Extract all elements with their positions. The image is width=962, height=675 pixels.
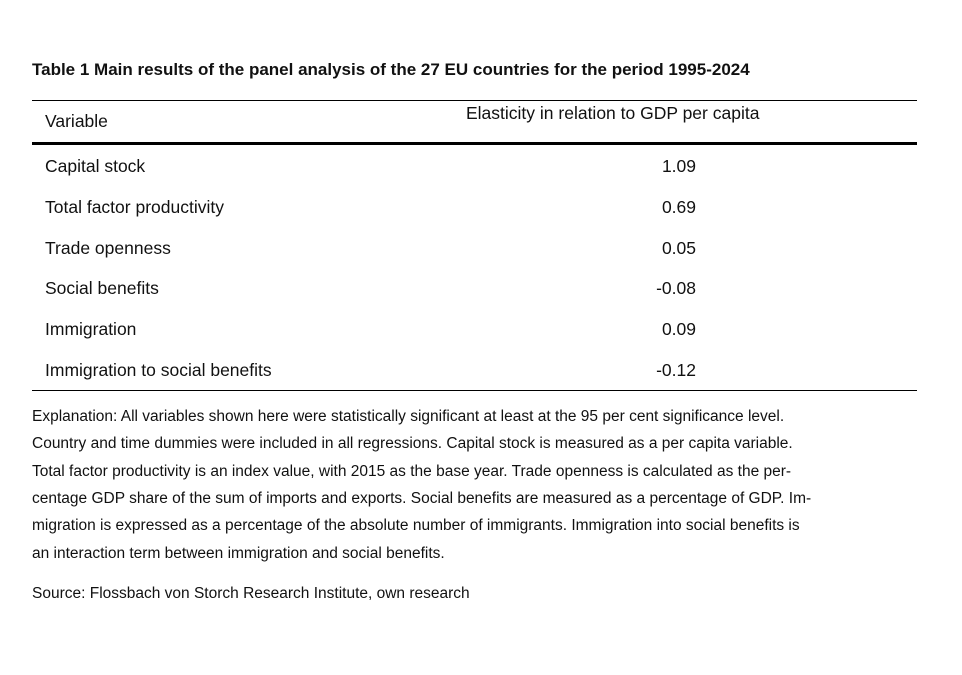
bottom-rule bbox=[32, 390, 917, 391]
elasticity-cell: 0.09 bbox=[661, 319, 696, 340]
elasticity-cell: -0.12 bbox=[656, 360, 696, 380]
elasticity-cell: -0.08 bbox=[656, 278, 696, 299]
elasticity-cell: 0.69 bbox=[661, 196, 696, 217]
elasticity-cell: 0.05 bbox=[661, 237, 696, 258]
table-title: Table 1 Main results of the panel analys… bbox=[32, 60, 750, 79]
explanation-line: migration is expressed as a percentage o… bbox=[32, 517, 800, 535]
explanation-line: centage GDP share of the sum of imports … bbox=[32, 489, 812, 507]
explanation-line: Country and time dummies were included i… bbox=[32, 435, 793, 453]
source-note: Source: Flossbach von Storch Research In… bbox=[32, 585, 470, 602]
explanation-line: Total factor productivity is an index va… bbox=[32, 462, 792, 480]
top-rule bbox=[32, 100, 917, 101]
variable-cell: Immigration to social benefits bbox=[45, 360, 272, 380]
header-cell: Variable bbox=[45, 111, 108, 131]
explanation-line: an interaction term between immigration … bbox=[32, 544, 445, 562]
variable-cell: Trade openness bbox=[45, 237, 171, 258]
explanation-line: Explanation: All variables shown here we… bbox=[32, 408, 785, 425]
header-rule bbox=[32, 142, 917, 145]
variable-cell: Immigration bbox=[45, 319, 137, 340]
elasticity-cell: 1.09 bbox=[661, 156, 696, 176]
variable-cell: Social benefits bbox=[45, 278, 159, 299]
variable-cell: Total factor productivity bbox=[45, 196, 224, 217]
header-cell: Elasticity in relation to GDP per capita bbox=[466, 103, 760, 123]
variable-cell: Capital stock bbox=[45, 156, 146, 176]
